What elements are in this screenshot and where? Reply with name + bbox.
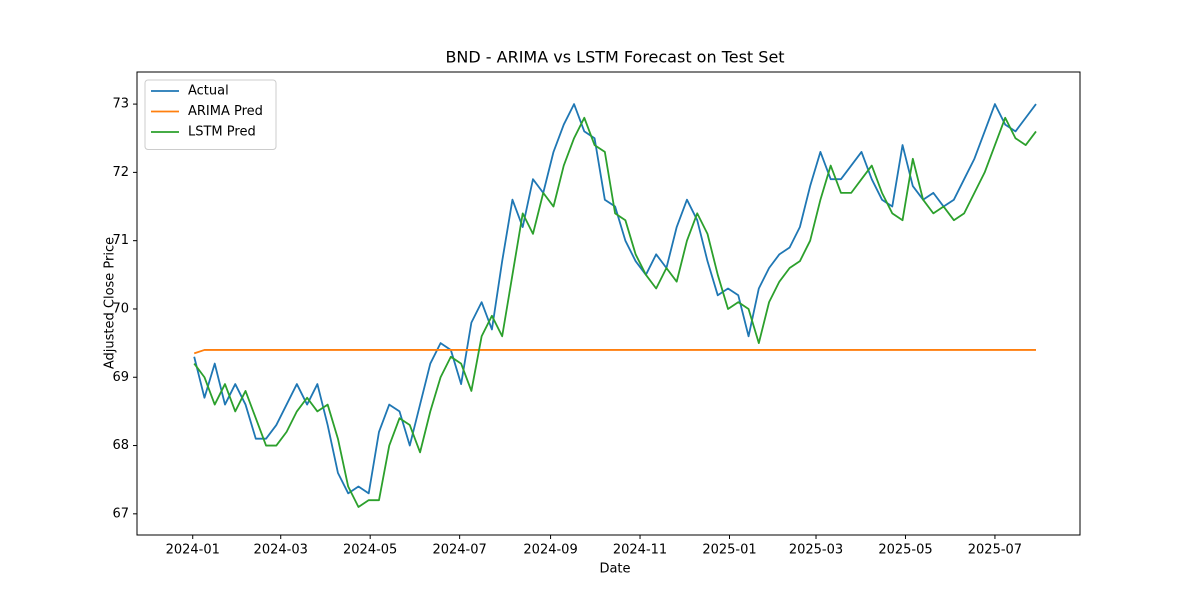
- legend-label: LSTM Pred: [188, 125, 256, 140]
- legend-label: ARIMA Pred: [188, 104, 263, 119]
- y-tick-label: 68: [112, 438, 129, 453]
- x-tick-label: 2024-09: [523, 543, 577, 558]
- y-tick-label: 67: [112, 506, 129, 521]
- x-tick-label: 2024-05: [343, 543, 397, 558]
- x-tick-label: 2024-03: [254, 543, 308, 558]
- x-tick-label: 2025-03: [789, 543, 843, 558]
- series-line: [193, 103, 1037, 495]
- legend-label: Actual: [188, 84, 229, 99]
- y-tick-label: 69: [112, 370, 129, 385]
- series-line: [193, 349, 1036, 355]
- x-tick-label: 2024-07: [432, 543, 486, 558]
- plot-frame: [136, 71, 1081, 536]
- series-line: [193, 116, 1037, 508]
- x-tick-label: 2025-05: [878, 543, 932, 558]
- x-tick-label: 2025-01: [702, 543, 756, 558]
- y-tick-label: 70: [112, 301, 129, 316]
- legend: Actual ARIMA Pred LSTM Pred: [144, 79, 277, 150]
- x-axis-label: Date: [599, 562, 630, 577]
- y-tick-label: 72: [112, 165, 129, 180]
- x-tick-label: 2024-11: [613, 543, 667, 558]
- y-tick-label: 73: [112, 97, 129, 112]
- y-axis-label: Adjusted Close Price: [103, 237, 118, 369]
- x-tick-label: 2024-01: [166, 543, 220, 558]
- x-tick-label: 2025-07: [968, 543, 1022, 558]
- chart-title: BND - ARIMA vs LSTM Forecast on Test Set: [445, 48, 784, 67]
- y-tick-label: 71: [112, 233, 129, 248]
